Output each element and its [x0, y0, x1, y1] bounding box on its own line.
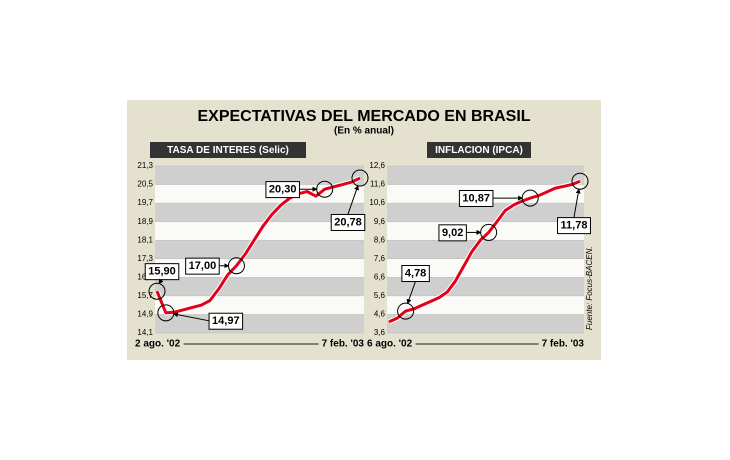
chart-header-box	[150, 142, 306, 158]
grid-band	[155, 277, 364, 296]
x-label-background	[538, 338, 588, 350]
y-tick-label: 18,1	[137, 235, 153, 244]
annotation-arrow	[573, 188, 581, 218]
chart-header-box	[427, 142, 531, 158]
y-tick-label: 14,1	[137, 328, 153, 337]
chart-title: INFLACION (IPCA)	[435, 145, 523, 156]
y-tick-label: 20,5	[137, 180, 153, 189]
annotation-arrow	[406, 280, 417, 305]
value-label: 4,78	[405, 268, 426, 280]
y-tick-label: 11,6	[370, 180, 386, 189]
value-label: 10,87	[462, 193, 490, 205]
value-label-box	[330, 213, 366, 231]
value-label-box	[557, 217, 591, 235]
y-tick-label: 7,6	[374, 254, 386, 263]
series-line	[155, 176, 361, 315]
series-line	[388, 179, 581, 324]
y-tick-label: 12,6	[369, 161, 385, 170]
value-label: 20,78	[334, 216, 362, 228]
y-tick-label: 3,6	[374, 328, 386, 337]
y-tick-label: 10,6	[369, 198, 385, 207]
annotation-arrow	[347, 184, 359, 215]
value-label: 17,00	[189, 260, 217, 272]
y-tick-label: 4,6	[374, 310, 386, 319]
highlight-circle	[397, 302, 415, 320]
x-label-background	[132, 338, 184, 350]
highlight-circle	[148, 282, 166, 300]
x-label-background	[364, 338, 416, 350]
grid-band	[155, 203, 364, 222]
x-tick-label: 6 ago. '02	[367, 339, 413, 350]
value-label: 9,02	[442, 227, 463, 239]
value-label: 14,97	[212, 315, 240, 327]
grid-band	[387, 258, 584, 278]
grid-band	[387, 277, 584, 296]
y-tick-label: 14,9	[137, 310, 153, 319]
x-tick-label: 2 ago. '02	[135, 339, 181, 350]
subtitle: (En % anual)	[334, 126, 394, 137]
y-tick-label: 9,6	[374, 217, 386, 226]
grid-band	[155, 166, 364, 185]
y-tick-label: 6,6	[374, 272, 386, 281]
y-tick-label: 8,6	[374, 235, 386, 244]
value-label-box	[208, 312, 244, 330]
grid-band	[155, 295, 364, 315]
x-tick-label: 7 feb. '03	[322, 339, 365, 350]
grid-band	[387, 166, 584, 185]
title: EXPECTATIVAS DEL MERCADO EN BRASIL	[197, 108, 530, 125]
grid-band	[387, 221, 584, 241]
value-label: 11,78	[561, 220, 588, 232]
grid-band	[155, 240, 364, 259]
value-label: 20,30	[269, 184, 297, 196]
y-tick-label: 15,7	[137, 291, 153, 300]
annotation-arrow	[172, 312, 210, 322]
highlight-circle	[351, 169, 369, 187]
grid-band	[387, 240, 584, 259]
source: Fuente: Focus-BACEN.	[585, 246, 594, 330]
y-tick-label: 18,9	[137, 217, 153, 226]
value-label: 15,90	[148, 266, 176, 278]
y-tick-label: 5,6	[374, 291, 386, 300]
y-tick-label: 19,7	[137, 198, 153, 207]
y-tick-label: 17,3	[137, 254, 153, 263]
annotation-arrow	[158, 278, 164, 285]
y-tick-label: 21,3	[137, 161, 153, 170]
chart-title: TASA DE INTERES (Selic)	[167, 145, 289, 156]
grid-band	[155, 314, 364, 333]
x-tick-label: 7 feb. '03	[542, 339, 585, 350]
grid-band	[387, 314, 584, 333]
grid-band	[387, 203, 584, 222]
x-label-background	[318, 338, 368, 350]
